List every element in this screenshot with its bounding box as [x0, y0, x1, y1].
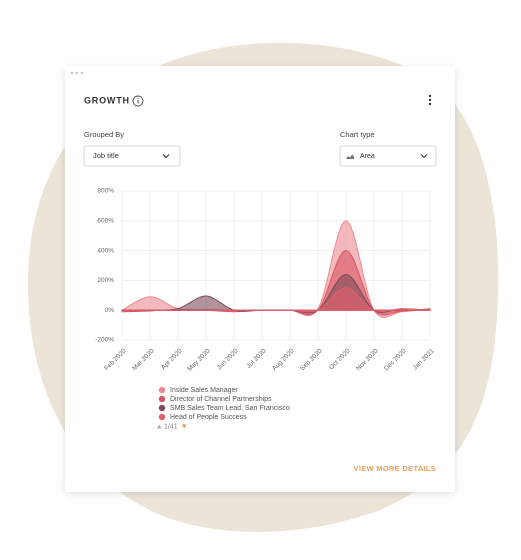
y-tick-label: 400%: [97, 247, 114, 254]
pager-down[interactable]: [182, 424, 187, 429]
y-tick-label: -200%: [95, 337, 114, 344]
chart-type-select[interactable]: [339, 145, 437, 167]
chevron: [420, 154, 428, 159]
view-more-link[interactable]: VIEW MORE DETAILS: [354, 464, 436, 473]
grouped-by-select[interactable]: [83, 145, 181, 167]
legend-marker: [158, 404, 166, 412]
legend-label: SMB Sales Team Lead, San Francisco: [170, 405, 290, 412]
chart-type-label: Chart type: [340, 130, 375, 139]
card: [65, 66, 455, 492]
y-tick-label: 0%: [105, 307, 115, 314]
area: [122, 287, 431, 313]
legend-marker: [158, 386, 166, 394]
chevron: [162, 154, 170, 159]
window-dots: [70, 71, 84, 75]
legend-label: Head of People Success: [170, 414, 247, 421]
chart-type-value: Area: [360, 153, 375, 160]
pager-text: 1/41: [164, 423, 178, 430]
info-icon[interactable]: [132, 95, 144, 107]
y-tick-label: 200%: [97, 277, 114, 284]
legend: Inside Sales Manager Director of Channel …: [158, 386, 290, 421]
grouped-by-label: Grouped By: [84, 130, 124, 139]
card-title: GROWTH: [84, 95, 130, 105]
legend-marker: [158, 395, 166, 403]
pager-up[interactable]: [157, 424, 162, 429]
area-icon: [346, 154, 354, 159]
legend-marker: [158, 413, 166, 420]
legend-label: Director of Channel Partnerships: [170, 396, 272, 403]
y-tick-label: 800%: [97, 188, 114, 195]
kebab-menu[interactable]: [428, 94, 432, 106]
y-tick-label: 600%: [97, 218, 114, 225]
legend-label: Inside Sales Manager: [170, 387, 238, 394]
grouped-by-value: Job title: [93, 151, 119, 160]
